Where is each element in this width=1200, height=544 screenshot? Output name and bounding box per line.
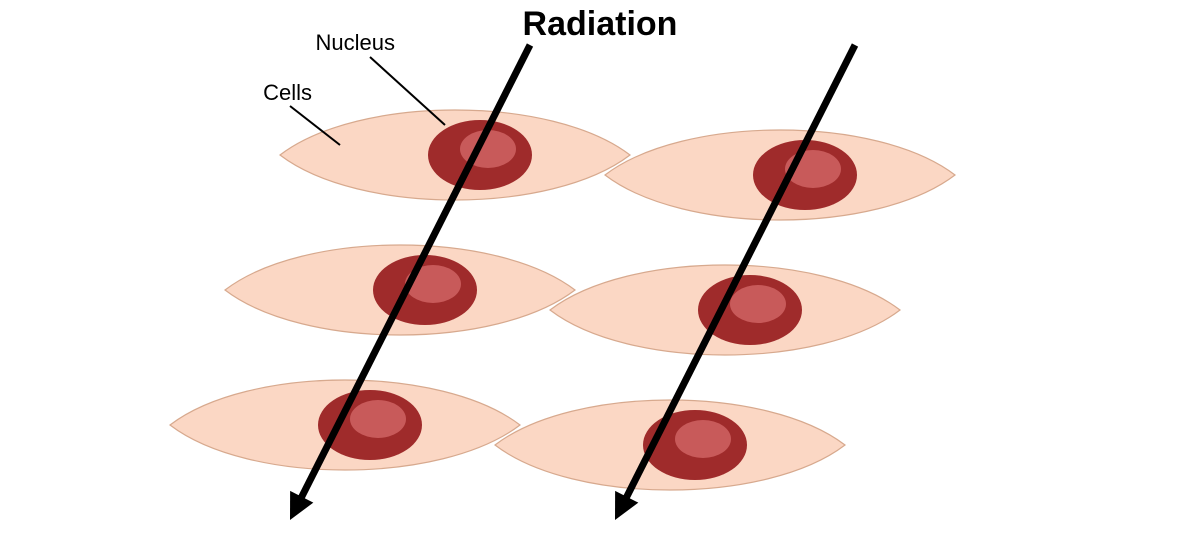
cell: [170, 380, 520, 470]
nucleolus: [675, 420, 731, 458]
cells-label: Cells: [263, 80, 312, 105]
nucleolus: [730, 285, 786, 323]
nucleolus: [350, 400, 406, 438]
cell: [605, 130, 955, 220]
cell: [225, 245, 575, 335]
nucleus-label: Nucleus: [316, 30, 395, 55]
title: Radiation: [523, 5, 678, 43]
